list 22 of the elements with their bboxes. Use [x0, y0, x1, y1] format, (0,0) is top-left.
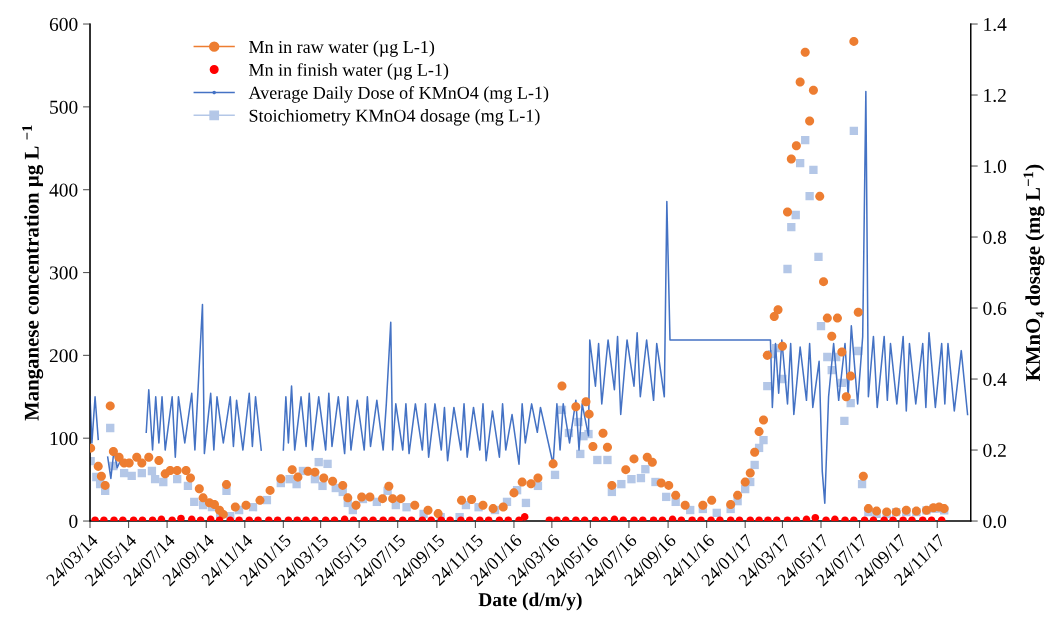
legend-label: Stoichiometry KMnO4 dosage (mg L-1) — [249, 109, 540, 126]
y2-tick-label: 0.4 — [983, 372, 1007, 387]
y-tick-label: 400 — [49, 183, 78, 197]
y2-tick-label: 1.2 — [984, 88, 1006, 103]
legend-label: Mn in finish water (µg L-1) — [249, 63, 449, 80]
y-tick-label: 600 — [49, 17, 78, 31]
y2-tick-label: 1.0 — [984, 159, 1007, 174]
y-tick-label: 100 — [50, 432, 78, 446]
y-tick-label: 300 — [49, 266, 78, 280]
y-tick-label: 500 — [50, 100, 78, 114]
y2-tick-label: 0.8 — [983, 230, 1007, 245]
y2-axis-title: KMnO₄ dosage (mg L$^{−1}$) — [1023, 164, 1045, 382]
legend-label: Mn in raw water (µg L-1) — [249, 40, 435, 57]
y2-tick-label: 1.4 — [984, 17, 1007, 32]
y2-tick-label: 0.2 — [983, 443, 1006, 458]
y-axis-title: Manganese concentration µg L $^{−1}$ — [22, 125, 44, 421]
y2-tick-label: 0.0 — [983, 514, 1007, 529]
legend-label: Average Daily Dose of KMnO4 (mg L-1) — [248, 86, 549, 103]
y-tick-label: 200 — [49, 349, 78, 363]
y2-tick-label: 0.6 — [983, 301, 1007, 316]
x-axis-title: Date (d/m/y) — [478, 592, 582, 611]
y-tick-label: 0 — [69, 514, 78, 528]
